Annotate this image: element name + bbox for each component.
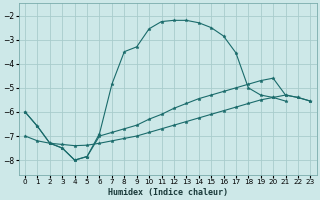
X-axis label: Humidex (Indice chaleur): Humidex (Indice chaleur) bbox=[108, 188, 228, 197]
